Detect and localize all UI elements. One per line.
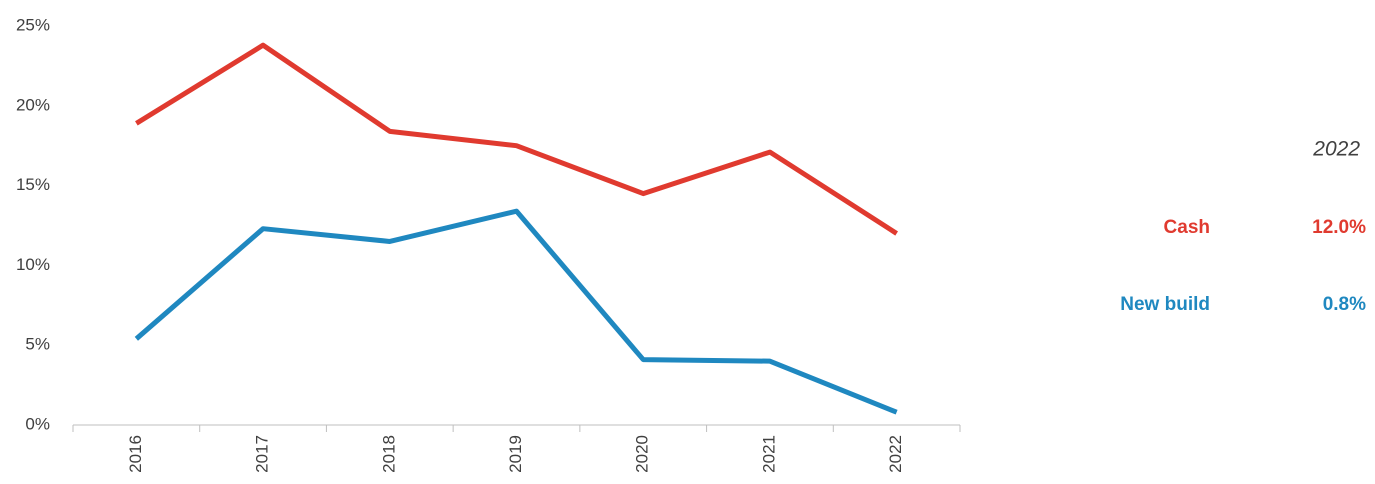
legend-label: New build (1120, 294, 1210, 315)
data-label: 0.8% (1323, 294, 1366, 315)
y-tick-label: 10% (16, 255, 50, 274)
x-tick-label: 2019 (506, 435, 525, 473)
y-tick-label: 25% (16, 15, 50, 34)
x-tick-label: 2022 (886, 435, 905, 473)
legend-label: Cash (1164, 217, 1210, 238)
y-tick-label: 0% (25, 414, 50, 433)
y-tick-label: 15% (16, 175, 50, 194)
y-tick-label: 20% (16, 95, 50, 114)
y-tick-label: 5% (25, 335, 50, 354)
x-tick-label: 2017 (253, 435, 272, 473)
x-tick-label: 2020 (633, 435, 652, 473)
series-line (135, 42, 898, 236)
x-tick-label: 2018 (379, 435, 398, 473)
x-tick-label: 2021 (759, 435, 778, 473)
data-label: 12.0% (1312, 217, 1366, 238)
summary-year: 2022 (1312, 138, 1360, 161)
x-tick-label: 2016 (126, 435, 145, 473)
series-line (134, 208, 898, 415)
